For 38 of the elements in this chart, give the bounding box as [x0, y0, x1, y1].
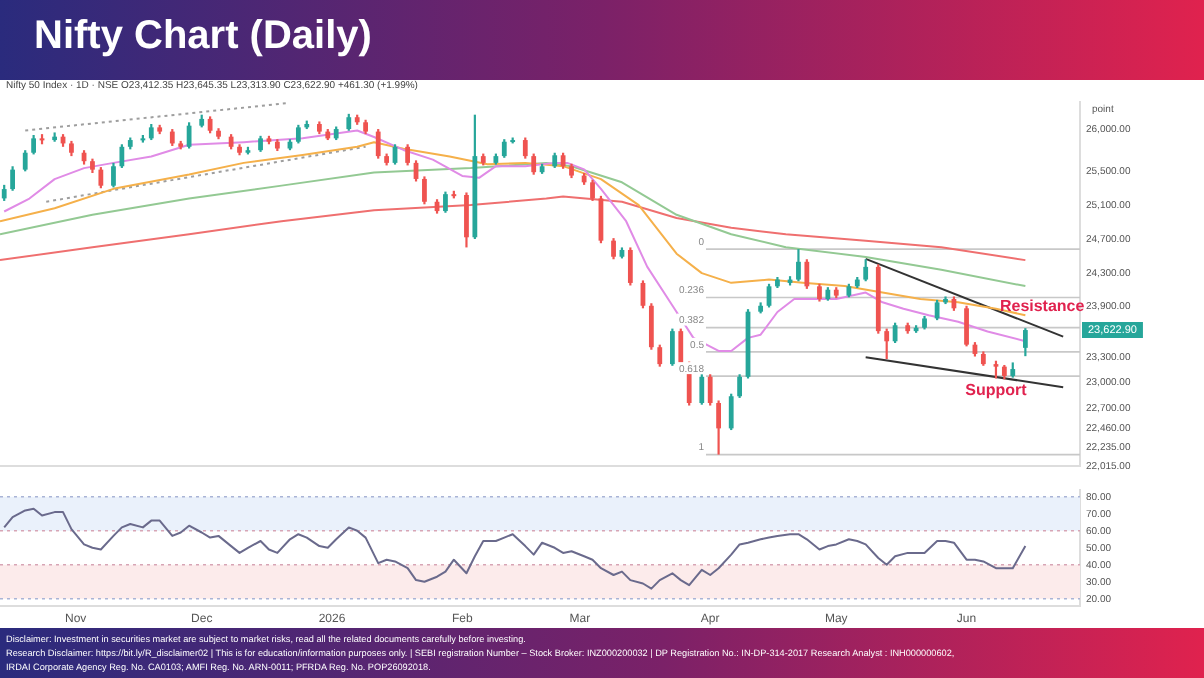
- candlestick: [737, 373, 743, 400]
- candlestick: [934, 298, 940, 322]
- candlestick: [531, 152, 537, 176]
- candlestick: [405, 143, 411, 167]
- candlestick: [10, 165, 16, 192]
- candlestick: [31, 133, 37, 156]
- candlestick: [863, 258, 869, 283]
- annotation: Resistance: [999, 296, 1086, 315]
- candlestick: [707, 373, 713, 407]
- candlestick: [464, 191, 469, 249]
- candlestick: [699, 373, 705, 406]
- candlestick: [119, 143, 125, 170]
- candlestick: [657, 343, 663, 368]
- chart-title: Nifty Chart (Daily): [34, 14, 372, 60]
- candlestick: [501, 138, 507, 159]
- candlestick: [422, 175, 427, 206]
- candlestick: [186, 121, 192, 150]
- candlestick: [728, 392, 734, 432]
- candlestick: [522, 136, 528, 160]
- candlestick: [884, 327, 890, 361]
- candlestick: [375, 127, 381, 160]
- candlestick: [669, 327, 675, 367]
- candlestick: [98, 166, 104, 190]
- candlestick: [1022, 327, 1028, 358]
- candlestick: [22, 149, 28, 173]
- candlestick: [964, 304, 969, 348]
- candlestick: [590, 178, 595, 203]
- annotation: Support: [965, 381, 1028, 400]
- candlestick: [443, 190, 448, 214]
- candlestick: [111, 161, 116, 189]
- candlestick: [678, 327, 684, 368]
- candlestick: [796, 248, 801, 283]
- candlestick: [804, 258, 810, 290]
- candlestick: [716, 399, 721, 456]
- candlestick: [611, 237, 616, 261]
- candlestick: [627, 246, 633, 287]
- candlestick: [648, 302, 654, 351]
- candlestick: [295, 123, 301, 145]
